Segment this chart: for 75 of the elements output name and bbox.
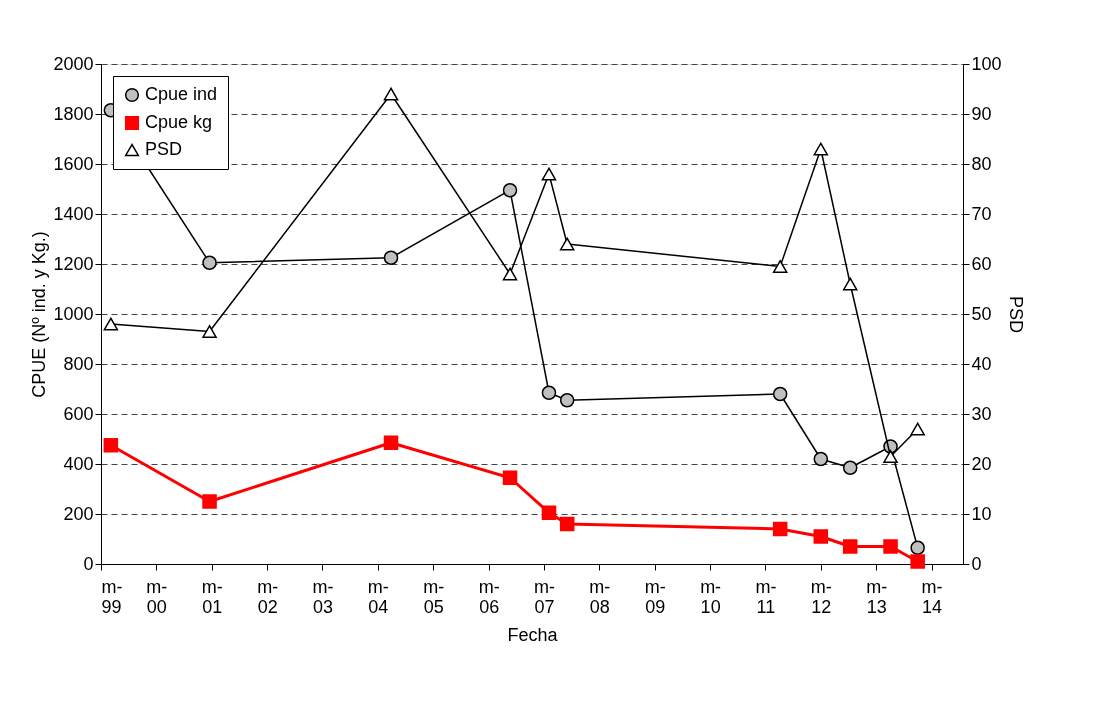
- legend-label: Cpue ind: [145, 84, 218, 104]
- x-tick-label: m- 05: [423, 576, 445, 617]
- y2-tick-label: 100: [971, 53, 1002, 74]
- x-tick-label: m- 03: [312, 576, 334, 617]
- point: [383, 250, 399, 266]
- y-tick-label: 600: [63, 403, 94, 424]
- point: [202, 255, 217, 271]
- point: [202, 325, 217, 338]
- point: [383, 435, 399, 451]
- point: [559, 392, 575, 408]
- y-axis-title: CPUE (Nº ind. y Kg.): [29, 231, 50, 398]
- point: [813, 451, 829, 467]
- point: [502, 182, 518, 198]
- y-tick-label: 1600: [53, 153, 94, 174]
- x-tick-label: m- 00: [146, 576, 168, 617]
- point: [883, 539, 898, 554]
- y-tick-label: 400: [63, 453, 94, 474]
- y-tick-label: 200: [63, 503, 94, 524]
- x-tick-label: m- 04: [367, 576, 389, 617]
- y-tick-label: 1400: [53, 203, 94, 224]
- y-tick-label: 1000: [53, 303, 94, 324]
- x-tick-label: m- 06: [478, 576, 500, 617]
- x-tick-label: m- 14: [921, 576, 943, 617]
- y2-tick-label: 50: [971, 303, 992, 324]
- point: [559, 516, 575, 532]
- point: [541, 505, 557, 521]
- y2-tick-label: 10: [971, 503, 992, 524]
- y2-tick-label: 20: [971, 453, 992, 474]
- y2-tick-label: 40: [971, 353, 992, 374]
- point: [202, 494, 217, 509]
- point: [813, 142, 829, 156]
- y2-tick-label: 30: [971, 403, 992, 424]
- point: [559, 237, 575, 251]
- point: [502, 267, 518, 281]
- x-tick-label: m- 01: [201, 576, 223, 617]
- point: [103, 317, 119, 331]
- y-tick-label: 2000: [53, 53, 94, 74]
- y2-tick-label: 60: [971, 253, 992, 274]
- point: [772, 260, 788, 273]
- point: [910, 540, 925, 556]
- y-tick-label: 800: [63, 353, 94, 374]
- y-tick-label: 1200: [53, 253, 94, 274]
- y2-tick-label: 70: [971, 203, 992, 224]
- y2-axis-title: PSD: [1005, 295, 1026, 334]
- point: [910, 554, 925, 569]
- x-tick-label: m- 99: [101, 576, 123, 617]
- legend-label: PSD: [145, 139, 183, 159]
- y-tick-label: 0: [83, 553, 94, 574]
- y2-tick-label: 90: [971, 103, 992, 124]
- x-tick-label: m- 09: [644, 576, 666, 617]
- legend-label: Cpue kg: [145, 112, 213, 132]
- point: [842, 539, 858, 554]
- point: [842, 460, 858, 476]
- point: [883, 450, 898, 463]
- point: [772, 386, 788, 402]
- x-tick-label: m- 08: [589, 576, 611, 617]
- point: [502, 470, 518, 486]
- x-tick-label: m- 12: [810, 576, 832, 617]
- x-axis-title: Fecha: [507, 624, 559, 645]
- point: [383, 87, 399, 101]
- point: [772, 521, 788, 537]
- x-tick-label: m- 02: [257, 576, 279, 617]
- point: [910, 422, 925, 436]
- point: [842, 277, 858, 291]
- point: [813, 529, 829, 544]
- x-tick-label: m- 13: [866, 576, 888, 617]
- point: [541, 167, 557, 181]
- point: [541, 385, 557, 401]
- y-tick-label: 1800: [53, 103, 94, 124]
- y2-tick-label: 0: [971, 553, 982, 574]
- x-tick-label: m- 10: [700, 576, 722, 617]
- y2-tick-label: 80: [971, 153, 992, 174]
- x-tick-label: m- 07: [533, 576, 555, 617]
- x-tick-label: m- 11: [755, 576, 777, 617]
- point: [103, 437, 119, 453]
